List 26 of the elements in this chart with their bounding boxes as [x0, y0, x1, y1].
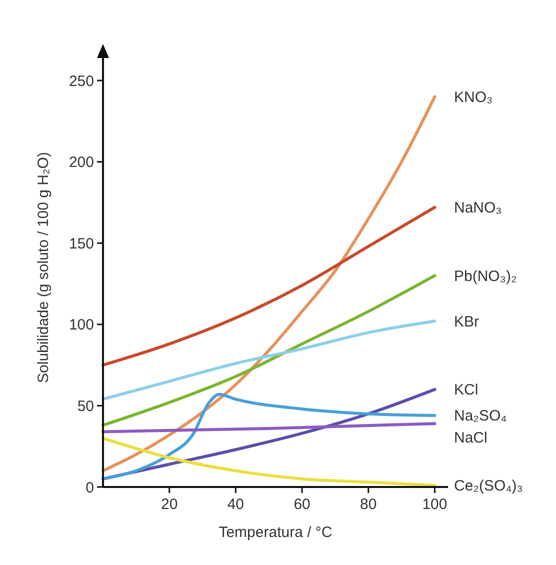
series-label: NaCl — [454, 430, 488, 447]
line-series — [102, 320, 436, 401]
line-series — [102, 274, 436, 427]
series-label: Na₂SO₄ — [454, 408, 507, 425]
line-series — [102, 95, 436, 472]
x-tick-label: 20 — [161, 496, 178, 513]
y-axis-title: Solubilidade (g soluto / 100 g H₂O) — [35, 152, 52, 383]
line-series — [102, 436, 436, 487]
x-tick-label: 100 — [422, 496, 448, 513]
series-label: KNO₃ — [454, 89, 493, 106]
series-label: Pb(NO₃)₂ — [454, 268, 517, 285]
y-tick-label: 0 — [86, 479, 94, 496]
x-tick-label: 80 — [360, 496, 377, 513]
y-tick-label: 50 — [77, 398, 94, 415]
series-label: KCl — [454, 382, 478, 399]
y-tick-label: 250 — [68, 72, 94, 90]
x-tick-label: 40 — [227, 496, 244, 513]
y-tick-label: 100 — [68, 316, 94, 334]
x-axis-title: Temperatura / °C — [218, 524, 332, 541]
series-label: KBr — [454, 313, 480, 330]
line-series — [102, 206, 436, 367]
series-label: NaNO₃ — [454, 200, 502, 217]
x-tick-label: 60 — [294, 496, 310, 513]
y-tick-label: 150 — [68, 235, 94, 252]
y-tick-label: 200 — [68, 154, 94, 172]
series-label: Ce₂(SO₄)₃ — [454, 478, 523, 495]
